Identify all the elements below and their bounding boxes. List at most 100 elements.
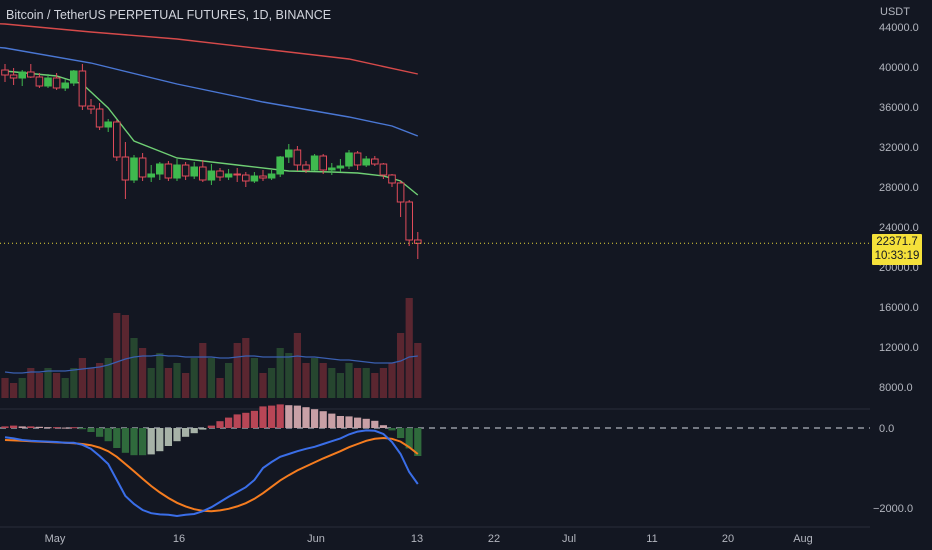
candle-body [242, 174, 250, 182]
macd-histogram-bar [216, 421, 224, 428]
macd-histogram-bar [371, 420, 379, 428]
volume-bar [190, 358, 198, 398]
volume-bar [104, 358, 112, 398]
candle-body [95, 108, 104, 128]
moving-average-line [0, 46, 419, 137]
chart-title: Bitcoin / TetherUS PERPETUAL FUTURES, 1D… [6, 8, 332, 22]
candle-body [61, 82, 70, 89]
volume-bar [216, 378, 224, 398]
volume-bar [371, 373, 379, 398]
candle-body [233, 173, 241, 176]
candle-body [207, 170, 216, 181]
macd-histogram-bar [345, 416, 353, 428]
candle-body [302, 164, 310, 171]
macd-histogram-bar [319, 411, 327, 428]
volume-bar [139, 348, 147, 398]
oscillator-axis-tick: −2000.0 [873, 503, 913, 515]
macd-histogram-bar [113, 428, 121, 448]
candle-body [113, 121, 121, 158]
volume-bar [87, 368, 95, 398]
volume-bar [173, 363, 181, 398]
volume-bar [388, 363, 396, 398]
price-axis-tick: 32000.0 [879, 142, 919, 154]
volume-bar [268, 368, 276, 398]
price-axis-tick: 44000.0 [879, 22, 919, 34]
volume-bar [311, 358, 319, 398]
candle-body [156, 163, 164, 175]
macd-histogram-bar [44, 427, 52, 429]
candle-body [353, 152, 362, 166]
volume-bar [276, 348, 284, 398]
price-axis-tick: 12000.0 [879, 342, 919, 354]
time-axis-tick: Jul [562, 533, 576, 545]
time-axis-tick: May [45, 533, 66, 545]
macd-histogram-bar [225, 417, 233, 428]
candle-body [216, 170, 224, 178]
volume-bar [250, 358, 258, 398]
price-axis-tick: 20000.0 [879, 262, 919, 274]
macd-histogram-bar [250, 410, 258, 428]
price-axis-tick: 28000.0 [879, 182, 919, 194]
candle-body [1, 69, 9, 76]
macd-histogram-bar [379, 425, 387, 428]
volume-bar [233, 343, 241, 398]
macd-histogram-bar [388, 428, 396, 431]
volume-bar [242, 338, 250, 398]
volume-bar [44, 368, 52, 398]
candle-body [44, 77, 52, 87]
volume-bar [293, 333, 301, 398]
macd-signal-line [4, 436, 419, 513]
volume-bar [319, 363, 327, 398]
oscillator-axis-tick: 0.0 [879, 423, 894, 435]
macd-histogram-bar [207, 425, 215, 428]
macd-histogram-bar [328, 413, 336, 428]
candle-body [130, 157, 138, 181]
candle-body [70, 70, 78, 84]
price-axis-tick: 16000.0 [879, 302, 919, 314]
candle-body [388, 174, 396, 184]
volume-ma-line [4, 354, 418, 374]
macd-histogram-bar [276, 404, 284, 428]
macd-histogram-bar [354, 417, 362, 428]
volume-bar [53, 373, 61, 398]
volume-bar [156, 353, 164, 398]
candle-body [319, 155, 327, 171]
price-axis-tick: 24000.0 [879, 222, 919, 234]
candle-body [52, 77, 61, 89]
candle-body [164, 163, 173, 179]
candle-body [78, 70, 87, 107]
time-axis-tick: 20 [722, 533, 734, 545]
macd-histogram-bar [397, 428, 405, 438]
macd-histogram-bar [405, 428, 413, 449]
volume-bar [10, 383, 18, 398]
candle-body [414, 239, 422, 244]
macd-histogram-bar [242, 412, 250, 428]
macd-histogram-bar [259, 406, 267, 428]
volume-bar [78, 358, 86, 398]
macd-histogram-bar [18, 426, 26, 428]
macd-histogram-bar [10, 425, 18, 428]
candle-body [121, 156, 130, 181]
macd-histogram-bar [53, 427, 61, 429]
macd-histogram-bar [147, 428, 155, 455]
price-axis-tick: 8000.0 [879, 382, 913, 394]
time-axis-tick: 13 [411, 533, 423, 545]
candle-body [336, 165, 345, 169]
last-price-value: 22371.7 [876, 236, 918, 248]
macd-histogram-bar [293, 405, 301, 428]
volume-bar [130, 338, 138, 398]
macd-histogram-bar [164, 428, 172, 446]
macd-histogram-bar [268, 405, 276, 428]
candle-body [293, 149, 302, 166]
volume-bar [207, 358, 215, 398]
macd-histogram-bar [182, 428, 190, 437]
candle-body [104, 121, 113, 128]
macd-histogram-bar [27, 426, 35, 428]
macd-histogram-bar [362, 418, 370, 428]
candle-body [379, 163, 388, 176]
last-price-badge: 22371.7 10:33:19 [872, 234, 922, 265]
candle-body [35, 76, 44, 87]
macd-histogram-bar [414, 428, 422, 456]
macd-histogram-bar [130, 428, 138, 456]
